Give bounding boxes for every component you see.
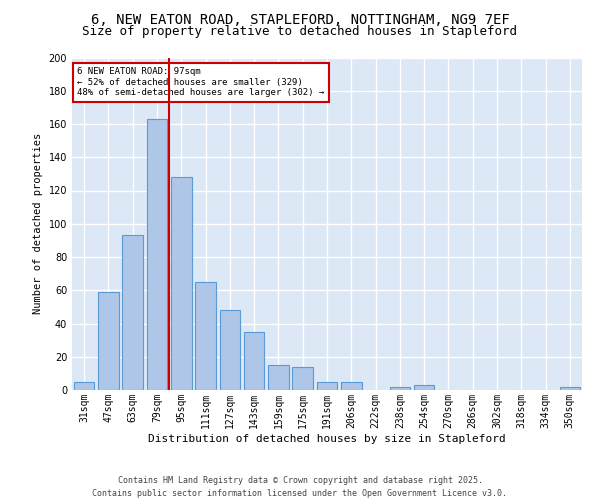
Text: Size of property relative to detached houses in Stapleford: Size of property relative to detached ho… [83,24,517,38]
Text: Contains HM Land Registry data © Crown copyright and database right 2025.
Contai: Contains HM Land Registry data © Crown c… [92,476,508,498]
Bar [122,236,143,390]
Bar [220,310,240,390]
X-axis label: Distribution of detached houses by size in Stapleford: Distribution of detached houses by size … [148,434,506,444]
Bar [98,292,119,390]
Bar [244,332,265,390]
Y-axis label: Number of detached properties: Number of detached properties [33,133,43,314]
Text: 6, NEW EATON ROAD, STAPLEFORD, NOTTINGHAM, NG9 7EF: 6, NEW EATON ROAD, STAPLEFORD, NOTTINGHA… [91,12,509,26]
Bar [74,382,94,390]
Bar [171,177,191,390]
Bar [341,382,362,390]
Bar [317,382,337,390]
Bar [292,366,313,390]
Bar [389,386,410,390]
Bar [414,385,434,390]
Text: 6 NEW EATON ROAD: 97sqm
← 52% of detached houses are smaller (329)
48% of semi-d: 6 NEW EATON ROAD: 97sqm ← 52% of detache… [77,68,325,98]
Bar [560,386,580,390]
Bar [146,119,167,390]
Bar [195,282,216,390]
Bar [268,365,289,390]
